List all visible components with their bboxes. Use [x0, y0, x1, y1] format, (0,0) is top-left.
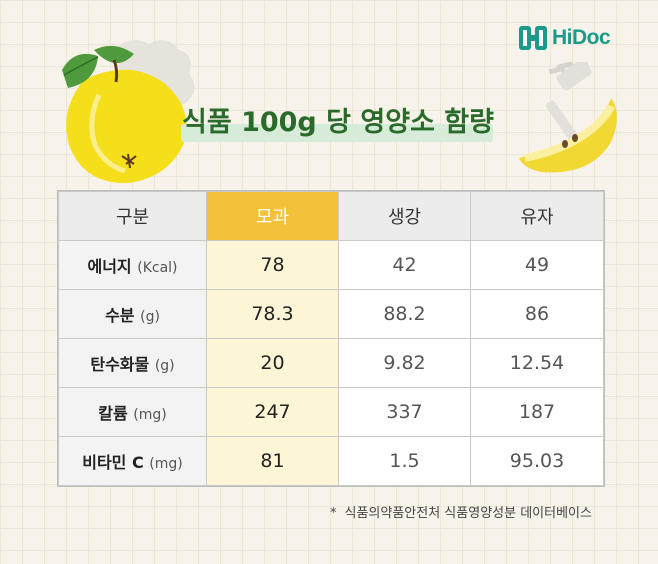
row-label: 수분 (g) — [58, 289, 207, 339]
header-category: 구분 — [58, 191, 207, 241]
table-row: 칼륨 (mg) 247 337 187 — [58, 387, 604, 437]
table-cell: 78.3 — [206, 289, 339, 339]
table-header-row: 구분 모과 생강 유자 — [58, 191, 604, 241]
logo-text: HiDoc — [552, 26, 611, 49]
table-cell: 86 — [470, 289, 604, 339]
page-title: 식품 100g 당 영양소 함량 — [175, 94, 495, 148]
table-cell: 9.82 — [338, 338, 471, 388]
table-cell: 88.2 — [338, 289, 471, 339]
table-cell: 247 — [206, 387, 339, 437]
table-cell: 78 — [206, 240, 339, 290]
hidoc-logo: HiDoc — [518, 24, 611, 52]
table-row: 탄수화물 (g) 20 9.82 12.54 — [58, 338, 604, 388]
header-quince: 모과 — [206, 191, 339, 241]
footnote-marker: * — [330, 506, 337, 521]
table-row: 에너지 (Kcal) 78 42 49 — [58, 240, 604, 290]
title-highlight — [181, 124, 493, 142]
source-footnote: * 식품의약품안전처 식품영양성분 데이터베이스 — [330, 502, 592, 521]
table-cell: 95.03 — [470, 436, 604, 486]
row-label: 탄수화물 (g) — [58, 338, 207, 388]
row-label: 칼륨 (mg) — [58, 387, 207, 437]
table-row: 비타민 C (mg) 81 1.5 95.03 — [58, 436, 604, 486]
table-cell: 337 — [338, 387, 471, 437]
header-ginger: 생강 — [338, 191, 471, 241]
table-cell: 187 — [470, 387, 604, 437]
table-cell: 20 — [206, 338, 339, 388]
table-cell: 1.5 — [338, 436, 471, 486]
title-text: 식품 100g 당 영양소 함량 — [181, 107, 494, 138]
table-cell: 12.54 — [470, 338, 604, 388]
header-yuja: 유자 — [470, 191, 604, 241]
table-cell: 49 — [470, 240, 604, 290]
table-cell: 42 — [338, 240, 471, 290]
row-label: 에너지 (Kcal) — [58, 240, 207, 290]
footnote-text: 식품의약품안전처 식품영양성분 데이터베이스 — [344, 506, 592, 521]
pear-slice-fork-illustration — [519, 62, 617, 173]
quince-illustration — [62, 40, 195, 184]
table-cell: 81 — [206, 436, 339, 486]
hidoc-logo-icon — [519, 26, 547, 50]
row-label: 비타민 C (mg) — [58, 436, 207, 486]
nutrition-table: 구분 모과 생강 유자 에너지 (Kcal) 78 42 49 수분 (g) 7… — [57, 190, 605, 487]
table-row: 수분 (g) 78.3 88.2 86 — [58, 289, 604, 339]
